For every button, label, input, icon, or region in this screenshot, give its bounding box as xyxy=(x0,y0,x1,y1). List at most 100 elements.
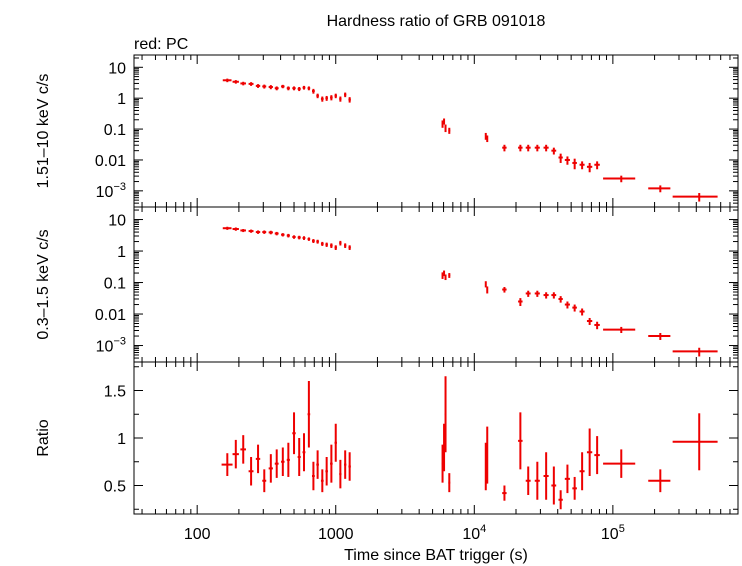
data-point xyxy=(448,127,451,134)
data-point xyxy=(502,485,507,501)
data-point xyxy=(311,88,315,94)
data-point xyxy=(518,144,523,152)
data-point xyxy=(502,144,507,152)
data-point xyxy=(594,161,600,170)
data-point xyxy=(222,226,232,230)
y-tick-label: 1 xyxy=(117,91,126,108)
data-point xyxy=(255,84,261,88)
data-point xyxy=(534,144,540,152)
data-point xyxy=(274,449,279,478)
chart-title: Hardness ratio of GRB 091018 xyxy=(327,13,546,30)
y-axis-label-hard: 1.51–10 keV c/s xyxy=(35,74,52,189)
data-point xyxy=(443,118,446,125)
data-point xyxy=(307,237,311,241)
data-point xyxy=(316,239,319,244)
data-point xyxy=(525,144,531,152)
data-point xyxy=(248,457,254,486)
data-point xyxy=(344,450,347,479)
data-point xyxy=(232,80,239,84)
data-point xyxy=(302,433,306,472)
data-point xyxy=(348,452,351,481)
y-tick-label: 1.5 xyxy=(104,384,126,401)
x-tick-label: 104 xyxy=(462,523,486,543)
data-point xyxy=(594,436,600,475)
data-point xyxy=(672,347,718,357)
y-tick-label: 10 xyxy=(108,213,126,230)
data-point xyxy=(281,233,285,237)
data-point xyxy=(525,290,531,297)
panel-hard: 10 1 0.1 0.01 10−3 1.51–10 keV c/s xyxy=(35,54,739,208)
data-point xyxy=(551,147,557,155)
data-point xyxy=(292,235,296,239)
data-point xyxy=(262,84,267,89)
data-point xyxy=(286,442,290,477)
data-point xyxy=(297,87,301,92)
data-point xyxy=(311,239,315,243)
data-point xyxy=(262,230,267,234)
data-point xyxy=(330,95,333,101)
y-axis-label-ratio: Ratio xyxy=(35,419,52,456)
data-point xyxy=(586,162,593,173)
y-tick-label: 1 xyxy=(117,431,126,448)
data-point xyxy=(281,447,285,476)
data-point xyxy=(297,235,301,240)
data-point xyxy=(320,96,324,102)
data-point xyxy=(486,426,489,484)
data-point xyxy=(262,469,267,493)
data-point xyxy=(232,227,239,231)
data-point xyxy=(564,464,570,494)
panel-soft: 10 1 0.1 0.01 10−3 0.3–1.5 keV c/s xyxy=(35,206,739,363)
data-point xyxy=(302,236,306,240)
data-point xyxy=(518,412,523,470)
panel-frame-soft xyxy=(133,206,739,363)
data-point xyxy=(603,449,636,478)
data-point xyxy=(448,473,451,493)
data-point xyxy=(325,457,328,486)
panel-ratio: 0.5 1 1.5 Ratio 100 1000 104 105 Time since BAT … xyxy=(35,361,739,564)
data-point xyxy=(255,230,261,234)
data-point xyxy=(240,435,246,464)
data-point xyxy=(648,185,671,193)
data-point xyxy=(330,243,333,248)
data-point xyxy=(325,95,328,101)
data-point xyxy=(525,466,531,495)
data-point xyxy=(292,86,296,91)
y-tick-label: 10−3 xyxy=(96,181,126,201)
data-point xyxy=(255,444,261,474)
data-point xyxy=(281,84,285,89)
data-point xyxy=(586,428,593,476)
data-point xyxy=(320,469,324,493)
data-point xyxy=(334,423,337,462)
data-point xyxy=(502,287,507,293)
data-point xyxy=(344,243,347,248)
y-axis-label-soft: 0.3–1.5 keV c/s xyxy=(35,229,52,339)
data-point xyxy=(302,85,306,90)
data-point xyxy=(594,321,600,330)
data-point xyxy=(330,444,333,483)
data-point xyxy=(325,242,328,247)
data-point xyxy=(486,286,489,294)
data-point xyxy=(572,304,577,312)
data-point xyxy=(484,281,487,288)
data-point xyxy=(443,270,446,277)
data-point xyxy=(579,161,585,170)
data-point xyxy=(286,233,290,238)
chart-subtitle: red: PC xyxy=(134,36,188,53)
data-point xyxy=(334,93,337,99)
data-point xyxy=(579,308,585,316)
y-tick-label: 0.5 xyxy=(104,479,126,496)
data-point xyxy=(339,459,342,489)
data-point xyxy=(551,292,557,299)
data-point xyxy=(297,438,301,476)
y-tick-label: 0.01 xyxy=(95,307,126,324)
data-point xyxy=(268,85,273,90)
data-point xyxy=(586,317,593,325)
data-point xyxy=(564,156,570,165)
data-point xyxy=(348,97,351,103)
data-point xyxy=(603,326,636,333)
data-point xyxy=(551,466,557,505)
data-point xyxy=(248,229,254,233)
data-point xyxy=(444,274,447,281)
data-point xyxy=(316,93,319,99)
data-point xyxy=(339,240,342,246)
